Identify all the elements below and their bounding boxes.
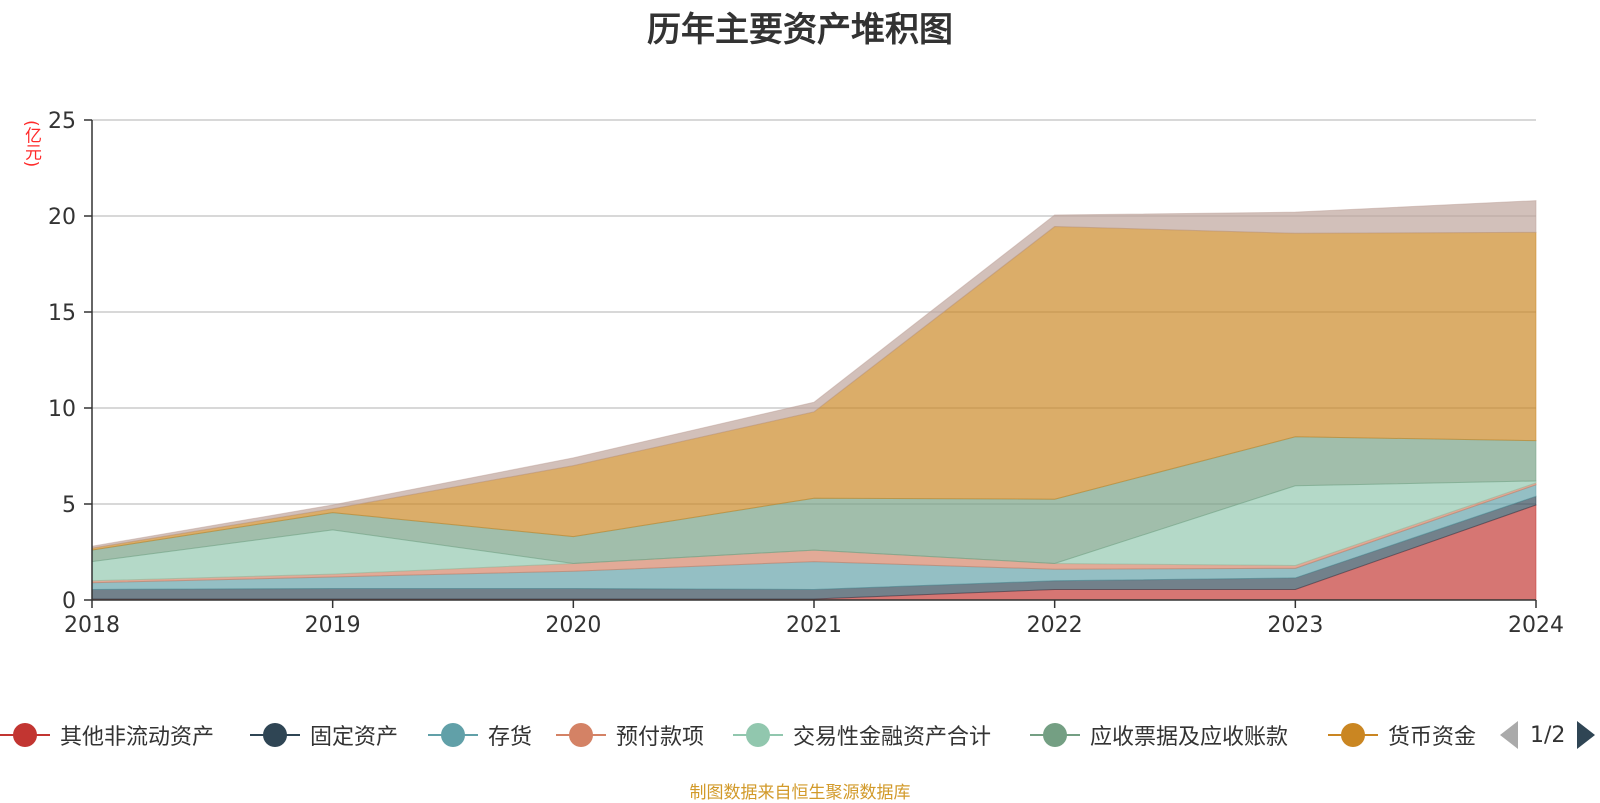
x-tick-label: 2021: [786, 613, 842, 638]
legend-marker-icon: [428, 715, 478, 755]
legend-pager: 1/2: [1500, 715, 1596, 755]
x-tick-label: 2018: [64, 613, 120, 638]
legend-label: 其他非流动资产: [60, 725, 215, 750]
legend-marker-icon: [1328, 715, 1378, 755]
legend-marker-icon: [0, 715, 50, 755]
legend-marker-icon: [733, 715, 783, 755]
y-axis-unit-label: (亿元): [21, 120, 41, 168]
y-tick-label: 5: [62, 493, 76, 518]
data-source-footer: 制图数据来自恒生聚源数据库: [689, 783, 911, 803]
legend-marker-icon: [556, 715, 606, 755]
legend-label: 应收票据及应收账款: [1090, 725, 1289, 750]
legend-label: 预付款项: [616, 725, 705, 750]
legend-item[interactable]: 固定资产: [250, 715, 398, 755]
chart-title: 历年主要资产堆积图: [647, 10, 953, 50]
x-tick-label: 2022: [1027, 613, 1083, 638]
legend-item[interactable]: 预付款项: [556, 715, 704, 755]
legend-next-page-icon[interactable]: [1577, 721, 1596, 749]
chart-legend: 1/2 其他非流动资产 固定资产 存货 预付款项 交易性金融资产合计 应收票据及应收账款 货…: [0, 715, 1600, 755]
legend-marker-icon: [1030, 715, 1080, 755]
stacked-area-chart: 0 5 10 15 20 25 2018 2019 2020 2021 2022 2023 2024: [48, 109, 1564, 638]
legend-item[interactable]: 其他非流动资产: [0, 715, 214, 755]
legend-item[interactable]: 应收票据及应收账款: [1030, 715, 1288, 755]
legend-page-indicator: 1/2: [1530, 722, 1566, 748]
series-area-unlabeled: [91, 200, 1537, 549]
y-tick-label: 15: [48, 301, 76, 326]
legend-label: 交易性金融资产合计: [793, 725, 992, 750]
legend-label: 固定资产: [310, 725, 399, 750]
y-tick-label: 20: [48, 205, 76, 230]
y-tick-label: 0: [62, 589, 76, 614]
y-tick-label: 25: [48, 109, 76, 134]
legend-label: 存货: [488, 725, 533, 750]
legend-label: 货币资金: [1388, 725, 1477, 750]
legend-item[interactable]: 存货: [428, 715, 532, 755]
legend-item[interactable]: 货币资金: [1328, 715, 1476, 755]
legend-prev-page-icon[interactable]: [1500, 721, 1518, 749]
x-tick-label: 2020: [545, 613, 601, 638]
x-tick-label: 2019: [305, 613, 361, 638]
x-tick-label: 2023: [1267, 613, 1323, 638]
x-tick-label: 2024: [1508, 613, 1564, 638]
y-tick-label: 10: [48, 397, 76, 422]
legend-marker-icon: [250, 715, 300, 755]
legend-item[interactable]: 交易性金融资产合计: [733, 715, 991, 755]
